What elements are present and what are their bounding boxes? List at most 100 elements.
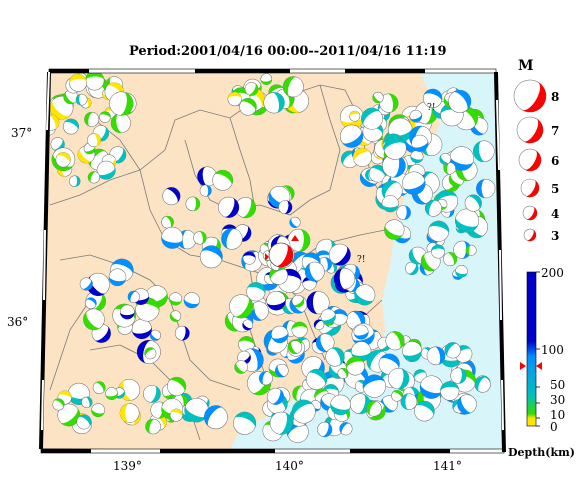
earthquake-marker [288, 340, 303, 355]
earthquake-marker [242, 251, 256, 265]
earthquake-marker [167, 376, 187, 396]
earthquake-marker [203, 405, 228, 430]
earthquake-marker [473, 140, 495, 163]
earthquake-marker [57, 403, 81, 427]
earthquake-marker [455, 208, 479, 233]
earthquake-marker [431, 244, 445, 259]
earthquake-marker [221, 228, 243, 250]
earthquake-marker [443, 252, 458, 267]
lon-tick-label: 141° [433, 459, 462, 473]
earthquake-marker [476, 178, 496, 199]
earthquake-marker [337, 367, 349, 379]
earthquake-marker [81, 396, 93, 408]
earthquake-marker [455, 265, 468, 278]
earthquake-marker [87, 133, 101, 148]
earthquake-marker [304, 261, 325, 282]
earthquake-marker [199, 245, 223, 269]
earthquake-marker [131, 318, 152, 340]
earthquake-marker [119, 403, 140, 423]
earthquake-marker [260, 73, 273, 85]
magnitude-legend-label: 3 [551, 229, 559, 243]
earthquake-marker [402, 171, 426, 195]
earthquake-marker [174, 325, 190, 341]
earthquake-marker [325, 347, 345, 367]
earthquake-marker [424, 199, 442, 217]
depth-tick-label: 30 [550, 393, 565, 407]
earthquake-marker [372, 91, 384, 104]
lat-tick-label: 37° [11, 126, 32, 140]
earthquake-marker [278, 200, 293, 215]
earthquake-marker [306, 291, 330, 315]
earthquake-marker [381, 195, 399, 213]
earthquake-marker [229, 294, 254, 319]
earthquake-marker [144, 347, 157, 360]
earthquake-marker [91, 403, 105, 418]
earthquake-marker [84, 72, 105, 91]
earthquake-marker [110, 113, 131, 134]
earthquake-marker [287, 228, 311, 252]
earthquake-marker [269, 411, 293, 435]
earthquake-marker [426, 346, 446, 366]
depth-tick-label: 50 [550, 378, 565, 392]
earthquake-marker [315, 333, 335, 353]
map-note: ?! [427, 103, 435, 113]
earthquake-marker [339, 422, 353, 436]
earthquake-marker [340, 124, 364, 148]
earthquake-marker [439, 153, 452, 165]
earthquake-marker [87, 171, 100, 184]
earthquake-marker [291, 294, 305, 308]
map-body: ?! ?! [41, 72, 504, 452]
earthquake-marker [235, 197, 257, 219]
earthquake-marker [409, 109, 423, 123]
depth-marker-left-icon [520, 362, 526, 370]
earthquake-marker [465, 244, 477, 256]
earthquake-marker [400, 393, 418, 410]
featured-event [265, 235, 299, 268]
earthquake-marker [474, 376, 491, 393]
earthquake-marker [197, 166, 218, 187]
earthquake-marker [520, 178, 540, 198]
depth-tick-label: 100 [541, 343, 564, 357]
earthquake-marker [105, 387, 118, 400]
magnitude-legend-item: 8 [513, 79, 559, 113]
earthquake-marker [291, 321, 308, 338]
earthquake-marker [320, 308, 336, 324]
earthquake-marker [402, 341, 423, 362]
earthquake-marker [387, 367, 410, 390]
depth-tick-label: 10 [550, 408, 565, 422]
magnitude-legend-label: 4 [551, 207, 559, 221]
depth-colorbar [526, 271, 537, 427]
earthquake-marker [411, 134, 429, 152]
earthquake-marker [169, 310, 182, 322]
earthquake-marker [96, 160, 116, 180]
earthquake-marker [267, 387, 284, 405]
earthquake-marker [349, 110, 361, 122]
earthquake-marker [457, 394, 477, 414]
earthquake-marker [145, 418, 161, 435]
map-frame [39, 68, 506, 454]
magnitude-legend-item: 5 [520, 178, 559, 198]
earthquake-marker [136, 339, 161, 364]
earthquake-marker [85, 297, 97, 309]
earthquake-marker [168, 292, 183, 306]
earthquake-marker [313, 319, 325, 330]
magnitude-legend-label: 8 [551, 90, 559, 104]
earthquake-marker [366, 400, 382, 417]
earthquake-marker [199, 184, 212, 197]
earthquake-marker [79, 277, 93, 291]
earthquake-marker [518, 148, 542, 172]
earthquake-marker [271, 325, 289, 344]
earthquake-marker [440, 381, 460, 401]
earthquake-marker [52, 398, 65, 411]
earthquake-marker [385, 331, 405, 351]
earthquake-marker [448, 89, 472, 113]
magnitude-legend-label: 7 [551, 124, 559, 138]
earthquake-marker [244, 82, 259, 96]
magnitude-legend-item: 4 [522, 205, 559, 221]
magnitude-legend-item: 6 [518, 148, 559, 172]
earthquake-marker [513, 79, 547, 113]
earthquake-marker [266, 290, 286, 311]
earthquake-marker [242, 319, 254, 331]
event-marker-top-icon [291, 235, 299, 241]
earthquake-marker [289, 216, 301, 228]
